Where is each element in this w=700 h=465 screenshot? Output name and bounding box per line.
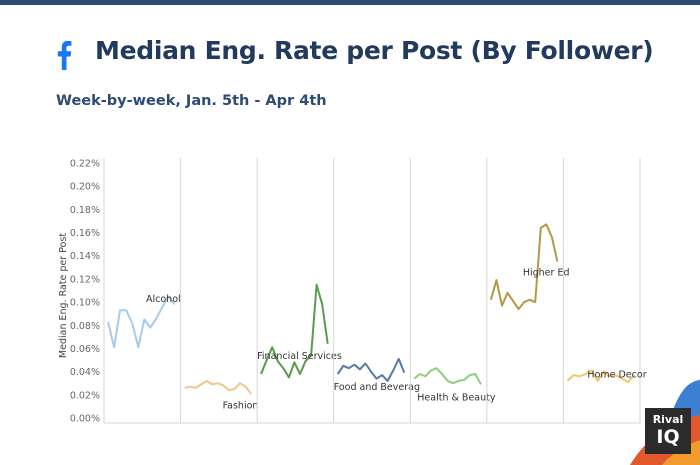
series-line-fashion	[184, 379, 252, 395]
y-axis-label: Median Eng. Rate per Post	[58, 233, 69, 358]
series-label: Financial Services	[257, 351, 342, 362]
page-title: Median Eng. Rate per Post (By Follower)	[95, 36, 654, 65]
series-label: Fashion	[223, 401, 259, 412]
series-label: Home Decor	[587, 369, 646, 380]
series-line-food-and-beverag	[336, 357, 406, 382]
brand-line-2: IQ	[656, 426, 680, 448]
y-tick-label: 0.18%	[70, 205, 100, 216]
top-bar	[0, 0, 700, 5]
y-tick-label: 0.02%	[70, 390, 100, 401]
y-tick-label: 0.20%	[70, 182, 100, 193]
y-tick-label: 0.12%	[70, 274, 100, 285]
series-label: Higher Ed	[523, 267, 570, 278]
series-line-higher-ed	[489, 223, 559, 310]
y-tick-label: 0.00%	[70, 414, 100, 425]
y-tick-label: 0.06%	[70, 344, 100, 355]
series-line-alcohol	[107, 295, 176, 349]
brand-logo: Rival IQ	[645, 408, 691, 454]
y-tick-label: 0.14%	[70, 251, 100, 262]
series-label: Alcohol	[146, 294, 181, 305]
series-line-health-beauty	[413, 367, 482, 385]
y-tick-label: 0.16%	[70, 228, 100, 239]
y-tick-label: 0.04%	[70, 367, 100, 378]
brand-line-1: Rival	[652, 413, 684, 426]
series-line-home-decor	[566, 369, 635, 384]
series-label: Food and Beverag	[334, 382, 420, 393]
y-tick-label: 0.22%	[70, 159, 100, 170]
y-tick-label: 0.10%	[70, 298, 100, 309]
page-subtitle: Week-by-week, Jan. 5th - Apr 4th	[56, 93, 327, 109]
y-tick-label: 0.08%	[70, 321, 100, 332]
facebook-icon	[57, 40, 72, 70]
series-line-financial-services	[260, 283, 329, 379]
series-label: Health & Beauty	[417, 393, 496, 404]
